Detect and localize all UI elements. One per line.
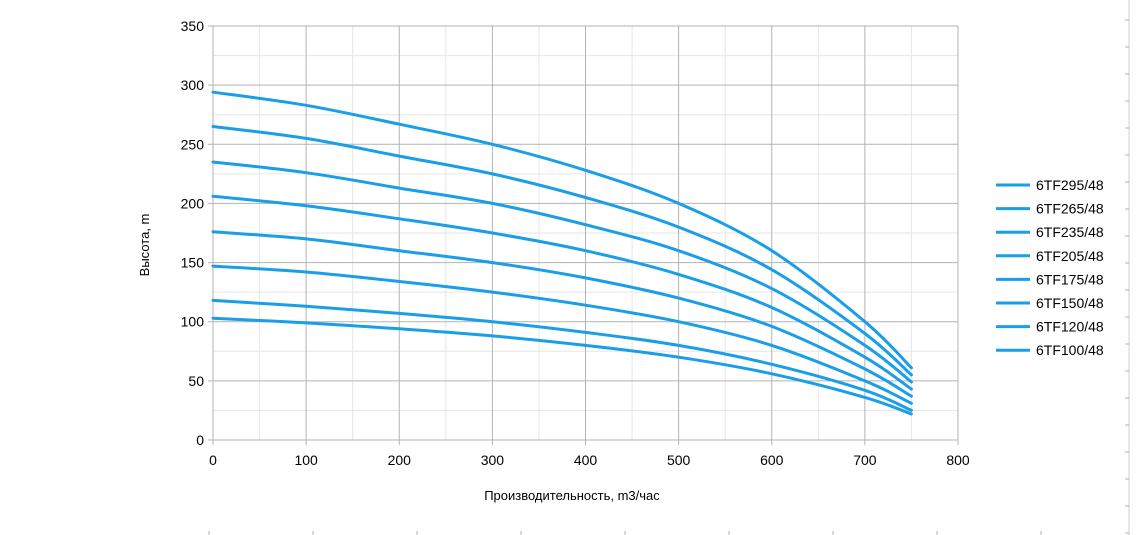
legend: 6TF295/48 6TF265/48 6TF235/48 6TF205/48 6TF1…	[996, 177, 1104, 358]
y-tick-label: 200	[181, 195, 205, 211]
legend-label: 6TF265/48	[1036, 201, 1104, 217]
series-line-6TF100/48	[211, 316, 913, 416]
decorative-ticks	[208, 0, 1130, 535]
legend-label: 6TF235/48	[1036, 224, 1104, 240]
series-line-6TF175/48	[211, 230, 913, 398]
y-tick-label: 100	[181, 314, 205, 330]
legend-label: 6TF150/48	[1036, 295, 1104, 311]
y-tick-label: 0	[196, 432, 204, 448]
series-line-6TF265/48	[211, 125, 913, 377]
x-axis-title: Производительность, m3/час	[484, 488, 660, 503]
y-tick-label: 350	[181, 18, 205, 34]
y-tick-label: 50	[188, 373, 204, 389]
legend-label: 6TF100/48	[1036, 342, 1104, 358]
x-tick-label: 200	[388, 452, 412, 468]
x-tick-label: 500	[667, 452, 691, 468]
x-tick-label: 300	[481, 452, 505, 468]
x-tick-label: 100	[294, 452, 318, 468]
legend-label: 6TF120/48	[1036, 319, 1104, 335]
y-tick-label: 250	[181, 136, 205, 152]
series-lines	[211, 90, 913, 416]
y-tick-label: 150	[181, 255, 205, 271]
x-tick-label: 400	[574, 452, 598, 468]
legend-label: 6TF175/48	[1036, 271, 1104, 287]
y-axis-ticks: 0 50 100 150 200 250 300 350	[181, 18, 205, 448]
y-tick-label: 300	[181, 77, 205, 93]
x-tick-label: 0	[209, 452, 217, 468]
series-line-6TF295/48	[211, 90, 913, 370]
y-axis-title: Высота, m	[137, 214, 152, 277]
series-line-6TF205/48	[211, 194, 913, 391]
series-line-6TF150/48	[211, 264, 913, 405]
x-tick-label: 600	[760, 452, 784, 468]
x-tick-label: 700	[853, 452, 877, 468]
legend-label: 6TF205/48	[1036, 248, 1104, 264]
series-line-6TF235/48	[211, 160, 913, 384]
x-axis-ticks: 0 100 200 300 400 500 600 700 800	[209, 452, 970, 468]
major-grid	[208, 25, 959, 445]
x-tick-label: 800	[946, 452, 970, 468]
series-line-6TF120/48	[211, 298, 913, 412]
legend-label: 6TF295/48	[1036, 177, 1104, 193]
